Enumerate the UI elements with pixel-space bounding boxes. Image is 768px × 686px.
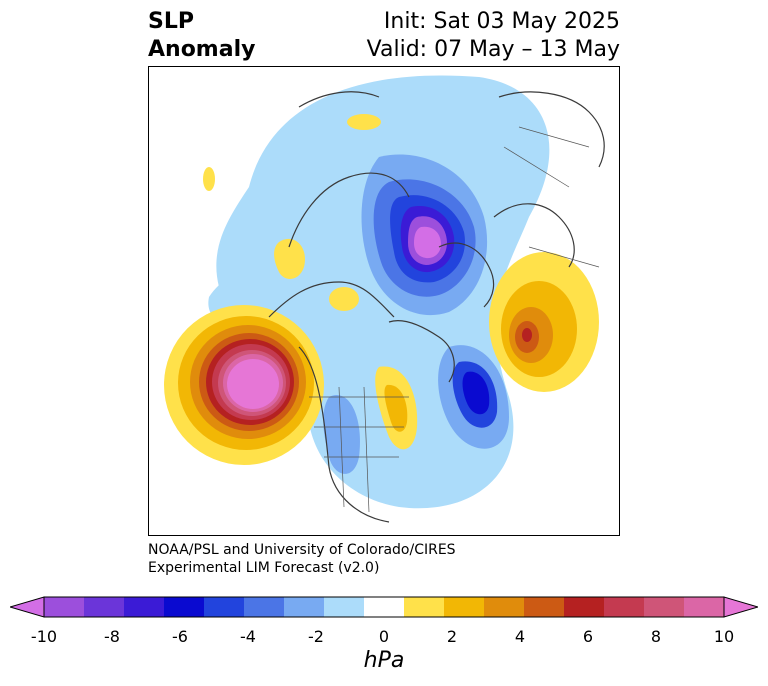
map-title: SLP Anomaly: [148, 8, 255, 64]
colorbar-tick-label: -10: [30, 627, 58, 646]
colorbar-segment: [244, 597, 285, 617]
colorbar-tick-label: 4: [514, 627, 526, 646]
colorbar-unit: hPa: [363, 648, 405, 673]
colorbar-segment: [164, 597, 205, 617]
colorbar-segment: [684, 597, 725, 617]
colorbar-segment: [564, 597, 605, 617]
colorbar-extend-low: [10, 596, 45, 618]
forecast-dates: Init: Sat 03 May 2025 Valid: 07 May – 13…: [367, 8, 620, 64]
colorbar-border: [43, 596, 725, 618]
colorbar-tick-label: 0: [378, 627, 390, 646]
anomaly-map: [148, 66, 620, 536]
colorbar-tick-label: 8: [650, 627, 662, 646]
coastlines: [268, 91, 605, 523]
colorbar-ticks: -10 -8 -6 -4 -2 0 2 4 6 8 10: [0, 627, 768, 647]
negative-anomaly-secondary: [462, 371, 490, 415]
map-canvas: [164, 75, 605, 523]
colorbar-tick-label: -2: [308, 627, 324, 646]
positive-anomaly-small-1: [274, 238, 305, 279]
colorbar-extend-high: [723, 596, 758, 618]
colorbar-tick-label: 10: [713, 627, 735, 646]
colorbar-segment: [204, 597, 245, 617]
positive-anomaly-small-2: [329, 287, 359, 311]
credit-text: NOAA/PSL and University of Colorado/CIRE…: [148, 541, 456, 577]
positive-anomaly-central-2: [384, 384, 408, 432]
colorbar-segment: [444, 597, 485, 617]
title-line-1: SLP: [148, 9, 194, 34]
colorbar-segment: [284, 597, 325, 617]
colorbar-segment: [404, 597, 445, 617]
init-date: Init: Sat 03 May 2025: [383, 9, 620, 34]
colorbar-segment: [124, 597, 165, 617]
colorbar-segment: [44, 597, 85, 617]
positive-anomaly-small-4: [203, 167, 215, 191]
colorbar-tick-label: 6: [582, 627, 594, 646]
colorbar-tick-label: -4: [240, 627, 256, 646]
colorbar-segment: [84, 597, 125, 617]
colorbar-segment: [364, 597, 405, 617]
credit-line-1: NOAA/PSL and University of Colorado/CIRE…: [148, 542, 456, 558]
colorbar-segment: [484, 597, 525, 617]
colorbar-tick-label: 2: [446, 627, 458, 646]
colorbar-segment: [324, 597, 365, 617]
colorbar: [10, 596, 758, 618]
colorbar-segment: [604, 597, 645, 617]
positive-anomaly-small-3: [347, 114, 381, 130]
colorbar-tick-label: -8: [104, 627, 120, 646]
colorbar-segment: [644, 597, 685, 617]
colorbar-tick-label: -6: [172, 627, 188, 646]
negative-anomaly-medium-3: [323, 395, 360, 474]
valid-range: Valid: 07 May – 13 May: [366, 37, 620, 62]
country-borders: [309, 126, 600, 513]
positive-anomaly-west-max: [227, 359, 279, 409]
negative-anomaly-min: [414, 226, 441, 259]
credit-line-2: Experimental LIM Forecast (v2.0): [148, 560, 380, 576]
colorbar-segment: [524, 597, 565, 617]
positive-anomaly-east-max: [522, 328, 532, 342]
title-line-2: Anomaly: [148, 37, 256, 62]
